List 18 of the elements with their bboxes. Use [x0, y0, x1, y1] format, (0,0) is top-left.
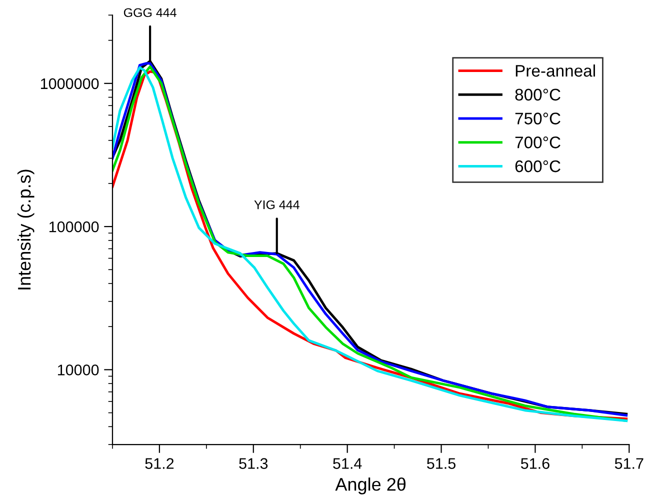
- x-tick-label: 51.2: [145, 458, 174, 469]
- legend-label: Pre-anneal: [516, 64, 595, 77]
- annotation: YIG 444: [254, 200, 300, 210]
- legend-label: 750°C: [515, 112, 560, 124]
- x-axis-title: Angle 2θ: [335, 478, 406, 494]
- y-tick-label: 10000: [58, 364, 99, 376]
- y-tick-label: 100000: [49, 221, 99, 232]
- legend-label: 800°C: [515, 88, 560, 101]
- x-tick-label: 51.4: [333, 458, 362, 469]
- y-tick-label: 1000000: [40, 78, 99, 90]
- y-axis-title: Intensity (c.p.s): [17, 170, 34, 290]
- x-tick-label: 51.3: [239, 458, 268, 469]
- legend-label: 700°C: [515, 136, 560, 148]
- x-tick-label: 51.5: [427, 458, 456, 469]
- legend-label: 600°C: [515, 160, 560, 172]
- x-tick-label: 51.6: [520, 458, 550, 469]
- x-tick-label: 51.7: [614, 458, 644, 469]
- annotation: GGG 444: [124, 8, 176, 18]
